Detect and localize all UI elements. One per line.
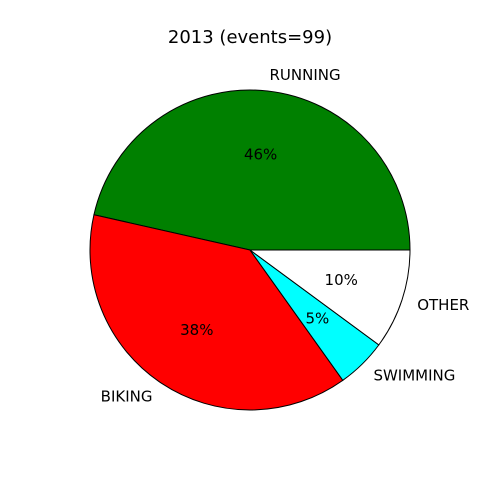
category-label-running: RUNNING <box>270 66 341 84</box>
percent-label-other: 10% <box>325 271 358 289</box>
category-label-biking: BIKING <box>101 388 153 406</box>
category-label-other: OTHER <box>417 296 469 314</box>
percent-label-biking: 38% <box>180 321 213 339</box>
slices-group <box>89 89 411 411</box>
slice-biking <box>89 214 344 411</box>
percent-label-running: 46% <box>244 146 277 164</box>
labels-group: 46% RUNNING 38% BIKING 5% SWIMMING 10% OTHER <box>101 66 470 405</box>
slice-other <box>248 249 411 346</box>
chart-title: 2013 (events=99) <box>168 27 332 48</box>
category-label-swimming: SWIMMING <box>373 366 455 384</box>
slice-running <box>93 89 411 251</box>
percent-label-swimming: 5% <box>305 309 329 327</box>
